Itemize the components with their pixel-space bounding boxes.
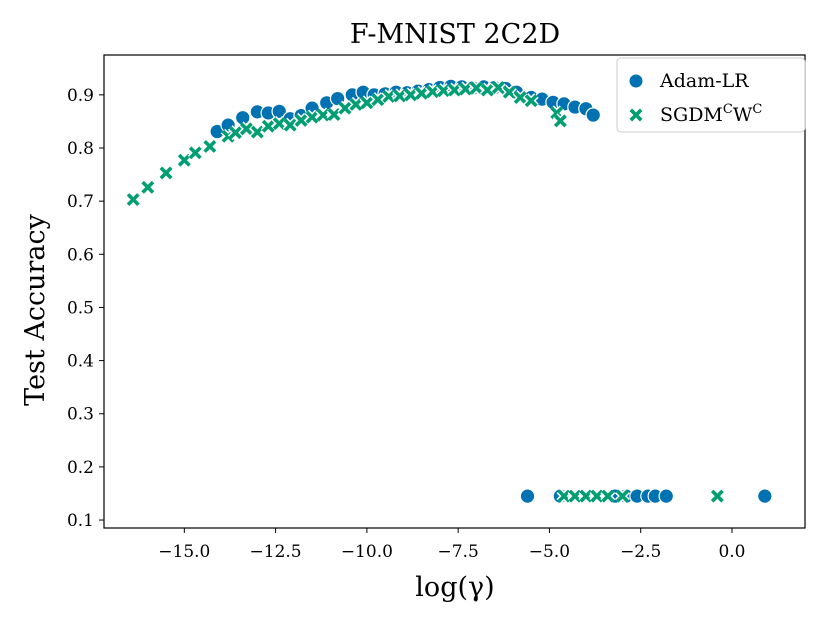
sgdm-point	[238, 121, 254, 137]
x-tick-label: −15.0	[158, 542, 210, 562]
sgdm-point	[381, 88, 397, 104]
sgdm-point	[304, 109, 320, 125]
sgdm-point	[140, 179, 156, 195]
sgdm-point	[556, 488, 572, 504]
sgdm-point	[249, 124, 265, 140]
sgdm-point	[158, 165, 174, 181]
sgdm-point	[501, 84, 517, 100]
sgdm-point	[293, 112, 309, 128]
adam-lr-point	[519, 488, 536, 504]
sgdm-point	[348, 96, 364, 112]
sgdm-point	[578, 488, 594, 504]
sgdm-point	[479, 82, 495, 98]
y-tick-label: 0.7	[67, 192, 94, 212]
legend-sgdm-sup-2: C	[752, 102, 762, 117]
sgdm-point	[315, 107, 331, 123]
sgdm-point	[403, 87, 419, 103]
sgdm-point	[202, 138, 218, 154]
sgdm-point	[282, 117, 298, 133]
sgdm-point	[271, 116, 287, 132]
legend-sgdm-main: SGDM	[660, 104, 723, 126]
y-tick-label: 0.3	[67, 405, 94, 425]
sgdm-point	[227, 125, 243, 141]
legend-sgdm-w: W	[733, 104, 753, 126]
y-axis-ticks: 0.1 0.2 0.3 0.4 0.5 0.6 0.7 0.8 0.9	[67, 86, 104, 531]
x-tick-label: −7.5	[438, 542, 479, 562]
x-tick-label: −12.5	[250, 542, 302, 562]
y-tick-label: 0.5	[67, 298, 94, 318]
sgdm-point	[414, 85, 430, 101]
sgdm-point	[125, 192, 141, 208]
sgdm-point	[600, 488, 616, 504]
adam-lr-point	[658, 488, 675, 504]
sgdm-point	[337, 100, 353, 116]
x-axis-ticks: −15.0 −12.5 −10.0 −7.5 −5.0 −2.5 0.0	[158, 528, 746, 562]
legend: Adam-LR SGDMCWC	[616, 57, 806, 133]
sgdm-point	[567, 488, 583, 504]
sgdm-point	[187, 145, 203, 161]
sgdm-point	[447, 82, 462, 98]
sgdm-point	[468, 80, 484, 96]
x-tick-label: 0.0	[718, 542, 745, 562]
adam-lr-point	[271, 103, 288, 120]
x-tick-label: −5.0	[529, 542, 570, 562]
sgdm-point	[436, 83, 452, 99]
data-points	[125, 78, 773, 504]
sgdm-point	[589, 488, 605, 504]
legend-sgdm-sup-1: C	[723, 102, 733, 117]
sgdm-point	[370, 92, 386, 108]
sgdm-point	[709, 488, 725, 504]
legend-box	[616, 57, 806, 133]
x-axis-label: log(γ)	[415, 572, 494, 603]
sgdm-point	[614, 488, 630, 504]
sgdm-point	[512, 90, 528, 106]
legend-marker-adam	[629, 74, 643, 88]
x-tick-label: −2.5	[620, 542, 661, 562]
y-tick-label: 0.6	[67, 245, 94, 265]
legend-label-adam: Adam-LR	[659, 70, 749, 92]
y-tick-label: 0.1	[67, 511, 94, 531]
sgdm-point	[260, 118, 276, 134]
y-tick-label: 0.8	[67, 139, 94, 159]
legend-label-sgdm: SGDMCWC	[660, 102, 762, 126]
legend-marker-sgdm	[628, 107, 644, 123]
plot-frame	[103, 54, 806, 529]
y-tick-label: 0.9	[67, 86, 94, 106]
sgdm-point	[523, 93, 539, 109]
sgdm-point	[425, 84, 441, 100]
sgdm-point	[392, 88, 408, 104]
y-tick-label: 0.2	[67, 458, 94, 478]
sgdm-point	[457, 81, 473, 97]
y-tick-label: 0.4	[67, 352, 94, 372]
sgdm-point	[176, 152, 192, 168]
legend-x-glyph	[628, 107, 644, 123]
sgdm-point	[490, 79, 506, 95]
x-tick-label: −10.0	[341, 542, 393, 562]
adam-lr-point	[585, 107, 602, 123]
sgdm-point	[359, 95, 375, 111]
chart-title: F-MNIST 2C2D	[350, 19, 560, 50]
sgdm-point	[552, 113, 568, 129]
y-axis-label: Test Accuracy	[20, 213, 51, 405]
adam-lr-point	[757, 488, 773, 504]
